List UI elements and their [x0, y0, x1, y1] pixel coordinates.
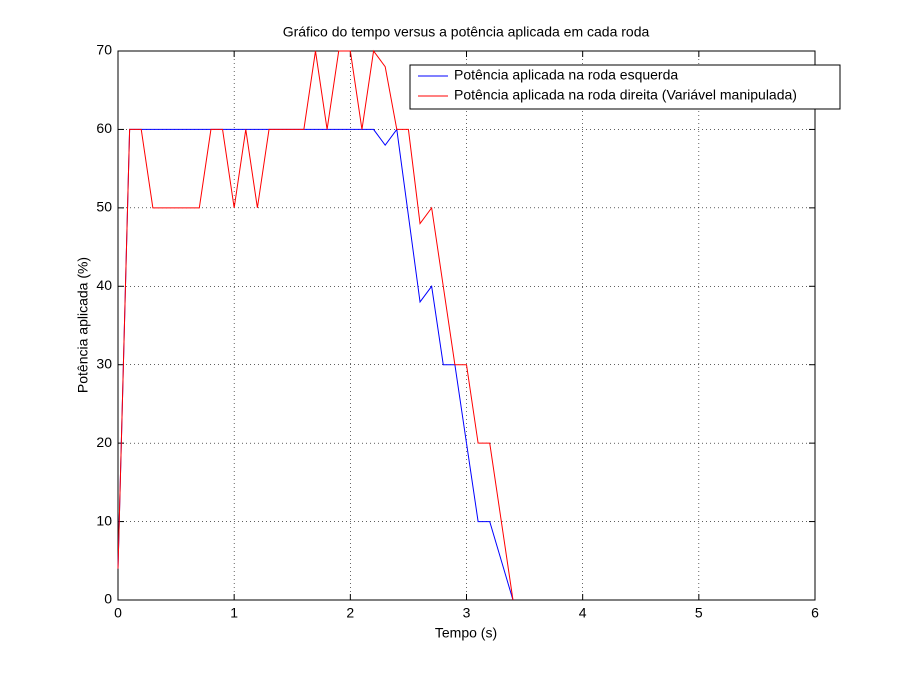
y-tick-label: 30 [96, 355, 112, 371]
x-tick-label: 1 [230, 605, 238, 621]
x-tick-label: 5 [695, 605, 703, 621]
x-tick-label: 6 [811, 605, 819, 621]
x-tick-label: 3 [463, 605, 471, 621]
y-axis-label: Potência aplicada (%) [75, 257, 91, 393]
x-tick-label: 4 [579, 605, 587, 621]
legend-label: Potência aplicada na roda esquerda [454, 67, 678, 83]
legend-label: Potência aplicada na roda direita (Variá… [454, 87, 797, 103]
y-tick-label: 60 [96, 120, 112, 136]
x-axis-label: Tempo (s) [435, 625, 497, 641]
data-line [117, 128, 514, 601]
x-tick-label: 0 [114, 605, 122, 621]
y-tick-label: 0 [104, 591, 112, 607]
x-tick-label: 2 [346, 605, 354, 621]
y-tick-label: 10 [96, 512, 112, 528]
legend-box [409, 64, 841, 110]
data-line [117, 49, 514, 601]
y-tick-label: 40 [96, 277, 112, 293]
y-tick-label: 20 [96, 434, 112, 450]
plot-frame [117, 50, 816, 601]
y-tick-label: 50 [96, 199, 112, 215]
y-tick-label: 70 [96, 42, 112, 58]
chart-title: Gráfico do tempo versus a potência aplic… [283, 24, 650, 40]
